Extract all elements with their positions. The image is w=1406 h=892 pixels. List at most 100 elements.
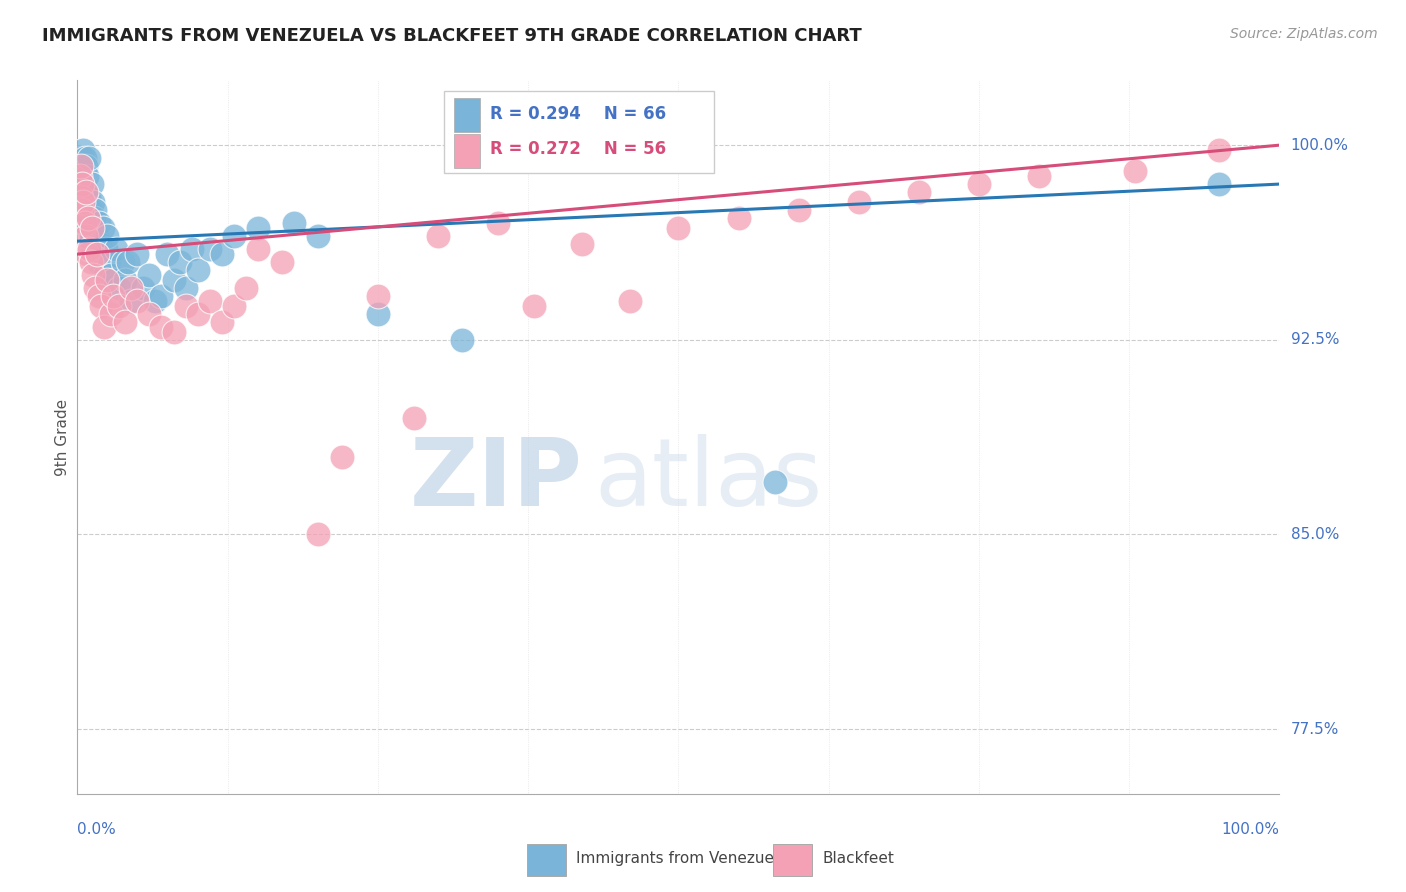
Point: [222, 299, 245, 313]
Point: [75, 159, 97, 173]
Point: [75, 185, 97, 199]
Point: [93, 319, 115, 334]
FancyBboxPatch shape: [773, 844, 813, 876]
Point: [90, 299, 112, 313]
Text: Source: ZipAtlas.com: Source: ZipAtlas.com: [1230, 27, 1378, 41]
Point: [307, 229, 329, 244]
Text: IMMIGRANTS FROM VENEZUELA VS BLACKFEET 9TH GRADE CORRELATION CHART: IMMIGRANTS FROM VENEZUELA VS BLACKFEET 9…: [42, 27, 862, 45]
Point: [283, 216, 305, 230]
Point: [211, 315, 233, 329]
Point: [523, 299, 546, 313]
Point: [80, 221, 103, 235]
Point: [114, 315, 136, 329]
Text: 0.0%: 0.0%: [77, 822, 117, 838]
Point: [967, 177, 990, 191]
Point: [180, 242, 202, 256]
Point: [80, 221, 103, 235]
Point: [787, 202, 810, 217]
Point: [1208, 177, 1230, 191]
Point: [186, 262, 209, 277]
Point: [367, 307, 389, 321]
Point: [86, 247, 108, 261]
Point: [72, 195, 94, 210]
Point: [79, 211, 101, 225]
Point: [69, 164, 91, 178]
Point: [402, 410, 425, 425]
Point: [150, 288, 173, 302]
Point: [96, 242, 118, 256]
Point: [82, 242, 104, 256]
Text: ZIP: ZIP: [409, 434, 582, 526]
Point: [72, 144, 94, 158]
Point: [79, 242, 101, 256]
Point: [235, 281, 257, 295]
Text: 100.0%: 100.0%: [1222, 822, 1279, 838]
Point: [330, 450, 353, 464]
Point: [79, 229, 101, 244]
Point: [70, 177, 93, 191]
Point: [727, 211, 749, 225]
Point: [76, 247, 98, 261]
Text: atlas: atlas: [595, 434, 823, 526]
Point: [96, 229, 118, 244]
FancyBboxPatch shape: [527, 844, 565, 876]
Point: [198, 242, 221, 256]
Point: [77, 211, 100, 225]
Point: [82, 195, 104, 210]
Text: 77.5%: 77.5%: [1291, 722, 1339, 737]
Point: [108, 281, 131, 295]
Point: [70, 177, 93, 191]
Point: [75, 182, 97, 196]
Text: 92.5%: 92.5%: [1291, 333, 1339, 347]
Point: [94, 268, 117, 282]
Point: [70, 195, 93, 210]
Point: [79, 190, 101, 204]
Point: [156, 247, 179, 261]
Point: [222, 229, 245, 244]
Point: [96, 273, 118, 287]
Point: [270, 255, 292, 269]
Point: [1028, 169, 1050, 184]
Point: [174, 281, 197, 295]
Point: [668, 221, 690, 235]
Point: [80, 177, 103, 191]
Point: [108, 299, 131, 313]
Point: [79, 202, 101, 217]
Point: [120, 281, 142, 295]
Point: [246, 242, 269, 256]
Point: [1123, 164, 1146, 178]
Point: [198, 293, 221, 308]
Point: [486, 216, 509, 230]
Point: [91, 221, 114, 235]
Point: [79, 151, 101, 165]
Point: [90, 247, 112, 261]
Point: [70, 190, 93, 204]
Point: [86, 229, 108, 244]
Point: [87, 216, 110, 230]
Point: [117, 255, 139, 269]
Point: [79, 255, 101, 269]
Point: [87, 288, 110, 302]
Y-axis label: 9th Grade: 9th Grade: [55, 399, 70, 475]
Point: [69, 169, 91, 184]
Text: 100.0%: 100.0%: [1291, 137, 1348, 153]
Point: [246, 221, 269, 235]
Point: [87, 255, 110, 269]
Point: [127, 247, 149, 261]
FancyBboxPatch shape: [454, 98, 479, 132]
Point: [75, 229, 97, 244]
Point: [76, 169, 98, 184]
Point: [103, 288, 125, 302]
Point: [127, 293, 149, 308]
FancyBboxPatch shape: [454, 134, 479, 168]
Point: [70, 151, 93, 165]
Point: [111, 255, 134, 269]
Point: [571, 236, 593, 251]
Point: [186, 307, 209, 321]
Text: R = 0.272    N = 56: R = 0.272 N = 56: [489, 141, 666, 159]
Text: 85.0%: 85.0%: [1291, 527, 1339, 541]
Point: [169, 255, 191, 269]
Point: [89, 236, 111, 251]
Point: [451, 333, 474, 347]
Point: [72, 190, 94, 204]
